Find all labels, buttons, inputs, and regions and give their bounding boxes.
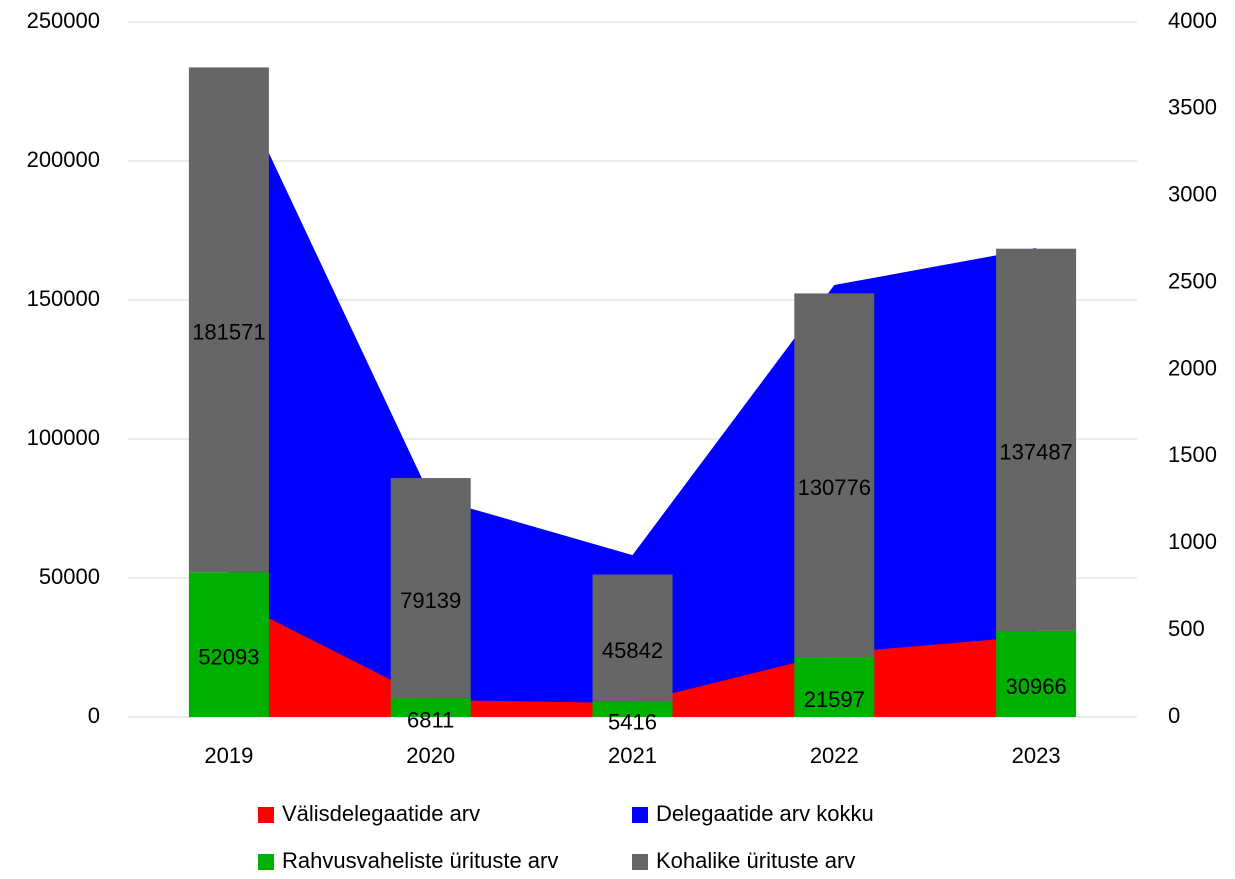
data-label: 45842 <box>602 638 663 663</box>
bar <box>794 656 875 717</box>
bar <box>390 478 471 699</box>
legend-swatch <box>632 854 648 870</box>
y2-tick-label: 1000 <box>1168 529 1217 554</box>
bar <box>996 630 1077 717</box>
bar <box>390 698 471 717</box>
y-tick-label: 50000 <box>39 564 100 589</box>
x-tick-label: 2019 <box>204 743 253 768</box>
y2-tick-label: 2000 <box>1168 355 1217 380</box>
legend-label: Delegaatide arv kokku <box>656 801 874 826</box>
y2-tick-label: 500 <box>1168 616 1205 641</box>
y-tick-label: 250000 <box>27 8 100 33</box>
data-label: 137487 <box>999 440 1072 465</box>
y2-tick-label: 0 <box>1168 703 1180 728</box>
legend-label: Rahvusvaheliste ürituste arv <box>282 848 558 873</box>
data-label: 130776 <box>798 475 871 500</box>
y2-tick-label: 3500 <box>1168 95 1217 120</box>
bar <box>188 572 269 717</box>
data-label: 79139 <box>400 588 461 613</box>
y-tick-label: 0 <box>88 703 100 728</box>
y2-tick-label: 2500 <box>1168 268 1217 293</box>
y2-tick-label: 1500 <box>1168 442 1217 467</box>
bar <box>996 248 1077 631</box>
legend-swatch <box>258 807 274 823</box>
legend-swatch <box>258 854 274 870</box>
data-label: 6811 <box>407 707 454 732</box>
x-tick-label: 2021 <box>608 743 657 768</box>
data-label: 181571 <box>192 320 265 345</box>
bar <box>794 293 875 657</box>
data-label: 5416 <box>608 709 657 734</box>
x-tick-label: 2020 <box>406 743 455 768</box>
bar <box>592 574 673 702</box>
y-tick-label: 200000 <box>27 147 100 172</box>
y-tick-label: 100000 <box>27 425 100 450</box>
bar <box>592 701 673 717</box>
legend-label: Välisdelegaatide arv <box>282 801 480 826</box>
data-label: 30966 <box>1006 674 1067 699</box>
y-tick-label: 150000 <box>27 286 100 311</box>
y2-tick-label: 3000 <box>1168 182 1217 207</box>
data-label: 52093 <box>198 644 259 669</box>
y2-tick-label: 4000 <box>1168 8 1217 33</box>
legend-swatch <box>632 807 648 823</box>
legend-label: Kohalike ürituste arv <box>656 848 855 873</box>
data-label: 21597 <box>804 687 865 712</box>
x-tick-label: 2023 <box>1012 743 1061 768</box>
x-tick-label: 2022 <box>810 743 859 768</box>
bar <box>188 67 269 573</box>
